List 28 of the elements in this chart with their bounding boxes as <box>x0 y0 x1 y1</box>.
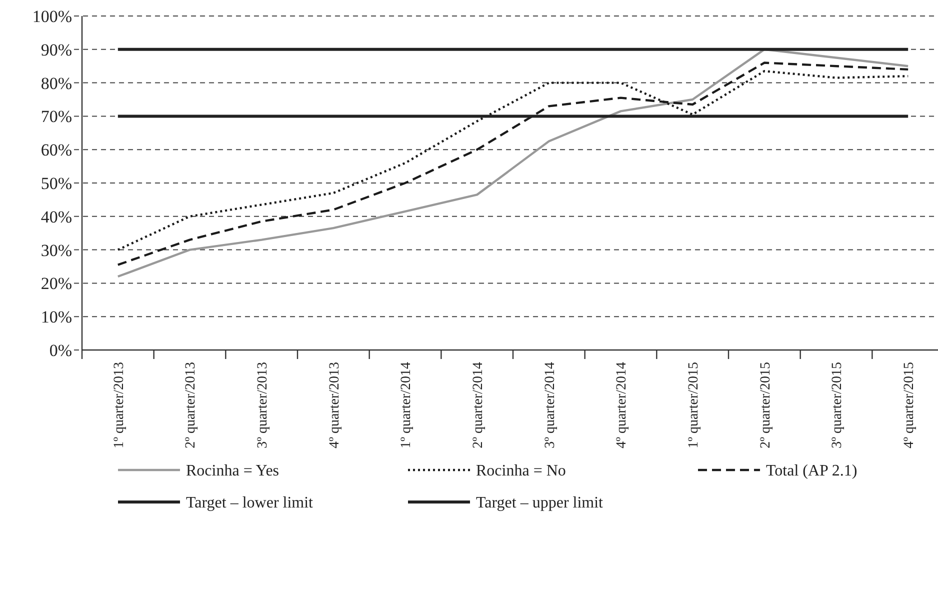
x-tick-label: 4º quarter/2013 <box>327 362 342 448</box>
x-tick-label: 1º quarter/2014 <box>399 362 414 448</box>
x-tick-label: 1º quarter/2015 <box>686 362 702 448</box>
legend-label: Rocinha = No <box>476 462 566 480</box>
y-tick-label: 60% <box>40 140 72 160</box>
y-tick-label: 30% <box>40 240 72 260</box>
x-tick-label: 2º quarter/2015 <box>758 362 774 448</box>
y-tick-label: 80% <box>40 74 72 93</box>
y-tick-label: 100% <box>32 6 72 26</box>
x-tick-label: 3º quarter/2013 <box>255 362 270 448</box>
x-tick-label: 2º quarter/2013 <box>184 362 199 448</box>
y-tick-label: 70% <box>40 107 72 126</box>
x-tick-label: 4º quarter/2015 <box>902 362 917 448</box>
y-tick-label: 20% <box>40 274 72 294</box>
y-tick-label: 0% <box>49 340 72 360</box>
legend-label: Total (AP 2.1) <box>766 462 858 480</box>
x-tick-label: 1º quarter/2013 <box>112 362 127 448</box>
legend-label: Target – lower limit <box>186 494 314 512</box>
y-tick-label: 10% <box>40 308 72 327</box>
x-tick-label: 2º quarter/2014 <box>470 362 486 448</box>
x-tick-label: 3º quarter/2015 <box>830 362 846 448</box>
x-tick-label: 4º quarter/2014 <box>614 362 630 448</box>
y-tick-label: 40% <box>40 207 72 226</box>
y-tick-label: 50% <box>40 174 72 193</box>
legend-label: Target – upper limit <box>476 494 604 512</box>
x-tick-label: 3º quarter/2014 <box>542 362 558 448</box>
y-tick-label: 90% <box>40 40 72 60</box>
legend-label: Rocinha = Yes <box>186 462 280 480</box>
